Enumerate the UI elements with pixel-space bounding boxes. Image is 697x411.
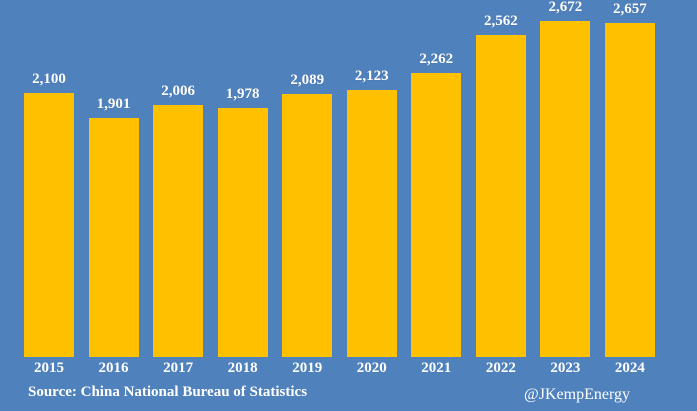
bar-2018[interactable] bbox=[217, 108, 268, 357]
bar-group-2016: 1,901 bbox=[88, 96, 139, 357]
x-tick-2020: 2020 bbox=[356, 360, 387, 376]
x-axis: 2015 2016 2017 2018 2019 2020 2021 2022 2023 2024 bbox=[24, 360, 655, 377]
bar-value-label: 2,657 bbox=[613, 1, 647, 17]
x-tick-2016: 2016 bbox=[98, 360, 129, 376]
bar-2015[interactable] bbox=[24, 93, 74, 357]
x-tick-2019: 2019 bbox=[292, 360, 323, 376]
bar-2016[interactable] bbox=[88, 118, 139, 357]
bar-group-2024: 2,657 bbox=[604, 1, 655, 357]
bar-2021[interactable] bbox=[411, 73, 462, 357]
x-tick-2018: 2018 bbox=[227, 360, 258, 376]
bar-group-2017: 2,006 bbox=[153, 83, 204, 357]
x-tick-2017: 2017 bbox=[163, 360, 194, 376]
bar-2024[interactable] bbox=[604, 23, 655, 357]
bar-group-2018: 1,978 bbox=[217, 86, 268, 357]
bar-value-label: 2,123 bbox=[354, 68, 389, 84]
bar-2023[interactable] bbox=[540, 21, 591, 357]
x-tick-2022: 2022 bbox=[485, 360, 516, 376]
x-tick-2023: 2023 bbox=[550, 360, 581, 376]
bar-value-label: 2,562 bbox=[483, 13, 518, 29]
x-tick-2024: 2024 bbox=[614, 360, 645, 376]
bar-group-2015: 2,100 bbox=[24, 71, 74, 357]
bar-2022[interactable] bbox=[475, 35, 526, 357]
bar-value-label: 2,672 bbox=[548, 0, 583, 15]
plot-area: 2,100 1,901 2,006 1,978 2,089 2,123 2,262 2,562… bbox=[24, 0, 655, 357]
source-caption: Source: China National Bureau of Statist… bbox=[28, 384, 308, 400]
bar-2017[interactable] bbox=[153, 105, 204, 357]
bar-value-label: 1,978 bbox=[225, 86, 260, 102]
bar-value-label: 2,262 bbox=[419, 51, 454, 67]
x-tick-2015: 2015 bbox=[34, 360, 64, 376]
bar-group-2021: 2,262 bbox=[411, 51, 462, 357]
bar-value-label: 2,006 bbox=[161, 83, 195, 99]
bar-group-2020: 2,123 bbox=[346, 68, 397, 357]
bar-value-label: 2,089 bbox=[290, 72, 325, 88]
author-credit: @JKempEnergy bbox=[524, 386, 630, 403]
x-tick-2021: 2021 bbox=[421, 360, 452, 376]
bar-group-2023: 2,672 bbox=[540, 0, 591, 357]
bar-2020[interactable] bbox=[346, 90, 397, 357]
bar-value-label: 2,100 bbox=[32, 71, 66, 87]
bar-group-2022: 2,562 bbox=[475, 13, 526, 357]
bar-value-label: 1,901 bbox=[96, 96, 131, 112]
bar-group-2019: 2,089 bbox=[282, 72, 333, 357]
bar-2019[interactable] bbox=[282, 94, 333, 357]
